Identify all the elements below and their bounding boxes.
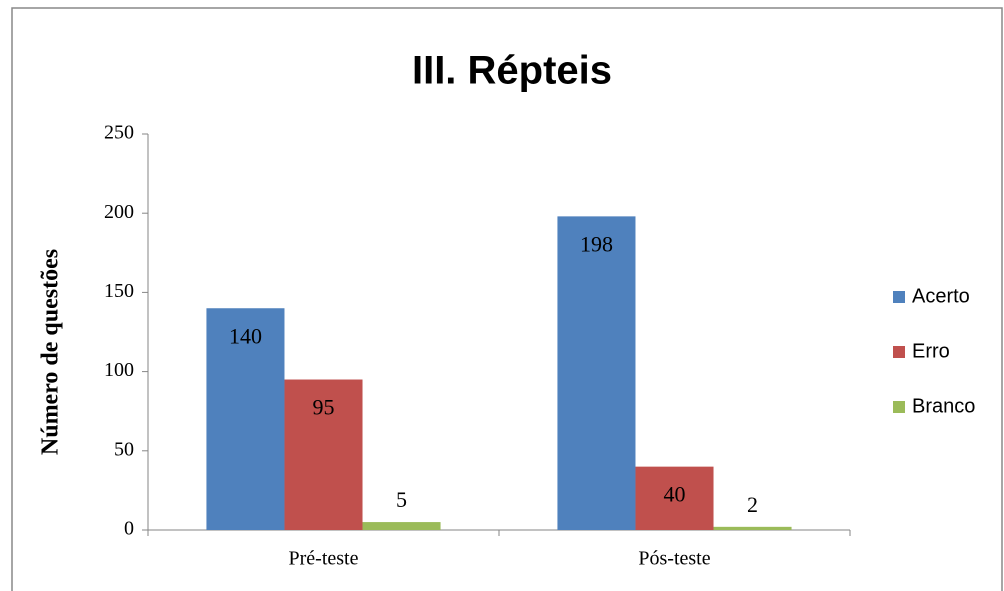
y-tick-label: 150 <box>104 280 134 302</box>
bar <box>713 526 792 530</box>
legend-label: Branco <box>912 395 975 417</box>
y-axis-label: Número de questões <box>38 249 64 455</box>
legend-label: Erro <box>912 340 950 362</box>
legend-swatch <box>893 346 905 358</box>
y-tick-label: 0 <box>124 518 134 540</box>
data-label: 95 <box>313 395 335 420</box>
data-label: 2 <box>747 492 758 517</box>
bar <box>206 308 285 530</box>
y-tick-label: 100 <box>104 359 134 381</box>
bar <box>557 216 636 531</box>
chart-title: III. Répteis <box>412 49 612 93</box>
bar <box>362 522 441 530</box>
x-tick-label: Pós-teste <box>638 548 710 570</box>
bar <box>635 466 714 530</box>
y-tick-label: 250 <box>104 122 134 144</box>
x-tick-label: Pré-teste <box>289 548 359 570</box>
legend-swatch <box>893 291 905 303</box>
chart-frame <box>11 7 1003 591</box>
y-tick-label: 200 <box>104 201 134 223</box>
legend-label: Acerto <box>912 285 970 307</box>
data-label: 5 <box>396 487 407 512</box>
y-tick-label: 50 <box>114 438 134 460</box>
data-label: 140 <box>229 323 262 348</box>
data-label: 40 <box>664 482 686 507</box>
data-label: 198 <box>580 231 613 256</box>
legend-swatch <box>893 401 905 413</box>
bar <box>284 379 363 530</box>
